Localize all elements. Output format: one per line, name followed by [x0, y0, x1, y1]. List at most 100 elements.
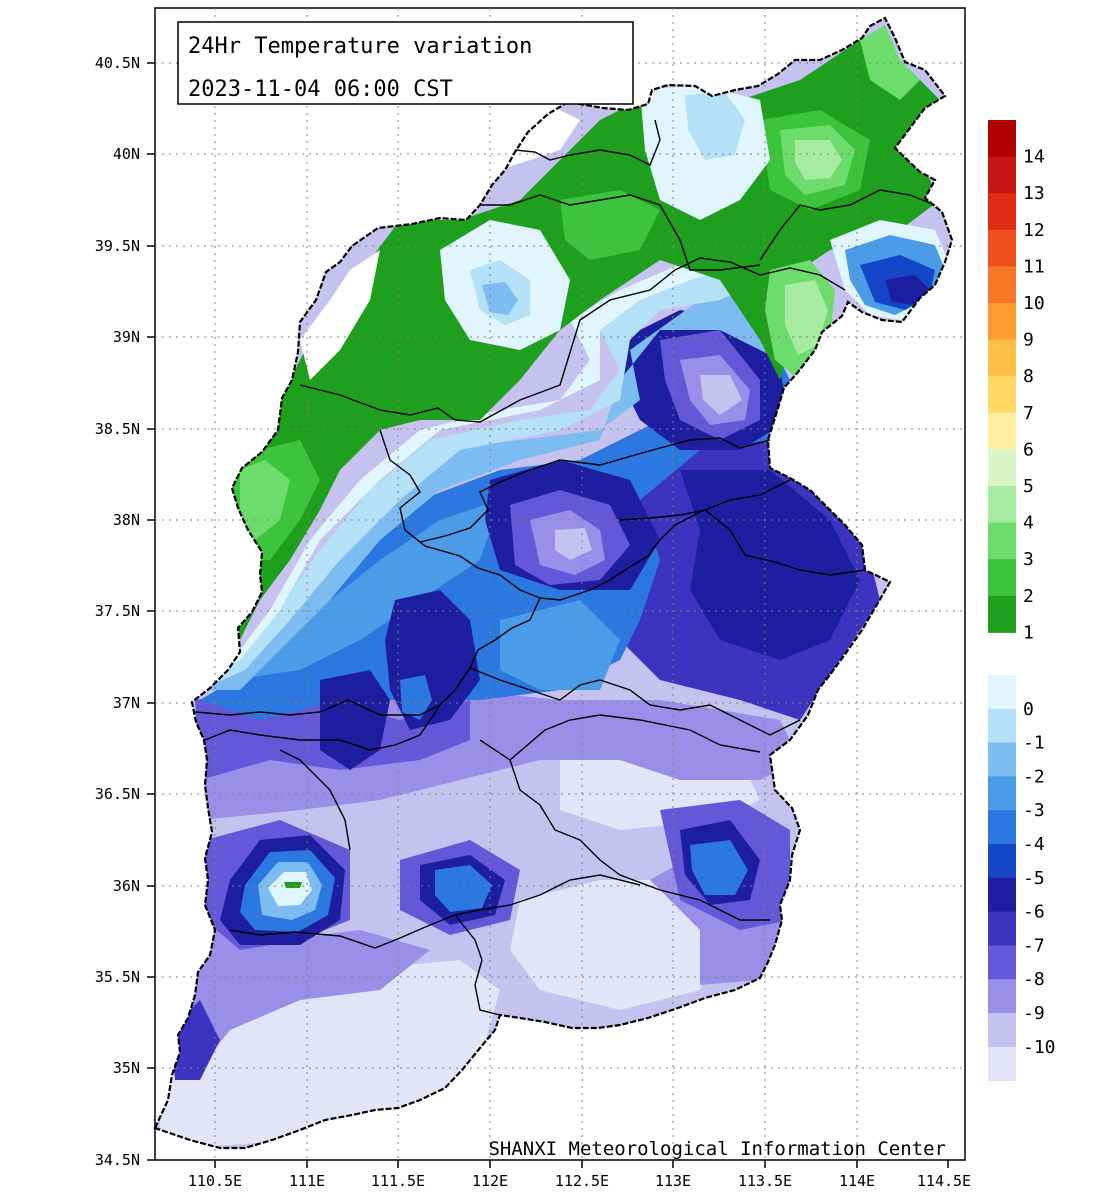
legend-warm-label: 9: [1023, 330, 1034, 351]
lon-label: 113.5E: [738, 1172, 792, 1190]
legend-cold-label: -9: [1023, 1003, 1045, 1024]
lat-label: 37N: [113, 694, 140, 712]
blue-core-southeast: [690, 840, 748, 895]
legend-warm-label: 14: [1023, 147, 1045, 168]
legend-warm-swatch: [988, 229, 1016, 267]
lat-label: 39.5N: [95, 237, 140, 255]
legend-cold-label: -8: [1023, 969, 1045, 990]
lon-label: 111E: [289, 1172, 325, 1190]
legend-warm-swatch: [988, 522, 1016, 560]
lat-label: 39N: [113, 328, 140, 346]
legend-cold-swatch: [988, 675, 1016, 710]
legend-cold-label: -3: [1023, 800, 1045, 821]
legend-warm-label: 5: [1023, 476, 1034, 497]
legend-cold-swatch: [988, 844, 1016, 879]
legend-warm-swatch: [988, 412, 1016, 450]
legend-warm-label: 3: [1023, 549, 1034, 570]
navy-east-core: [680, 470, 860, 660]
legend-warm-label: 4: [1023, 513, 1034, 534]
green-east-pale: [785, 280, 828, 355]
pale-blue-transition: [200, 270, 760, 690]
legend-cold-label: -6: [1023, 902, 1045, 923]
title-box: 24Hr Temperature variation 2023-11-04 06…: [177, 21, 634, 105]
legend-warm-label: 1: [1023, 622, 1034, 643]
lat-label: 36N: [113, 877, 140, 895]
blue-belt-light: [230, 500, 500, 680]
legend-cold-swatch: [988, 979, 1016, 1014]
lat-label: 40.5N: [95, 54, 140, 72]
lon-label: 114.5E: [917, 1172, 971, 1190]
legend-cold-label: -7: [1023, 935, 1045, 956]
legend-cold-scale: 0 -1 -2 -3 -4 -5 -6 -7 -8 -9 -10: [988, 675, 1056, 1082]
green-light-west: [240, 460, 290, 540]
lat-label: 35.5N: [95, 968, 140, 986]
blue-core-center: [400, 675, 432, 720]
legend-warm-swatch: [988, 595, 1016, 633]
legend-warm-swatch: [988, 156, 1016, 194]
lat-label: 36.5N: [95, 785, 140, 803]
legend-cold-label: -10: [1023, 1037, 1056, 1058]
ice-core-southwest: [268, 872, 312, 906]
lon-label: 110.5E: [188, 1172, 242, 1190]
pale-core-north: [555, 528, 592, 560]
legend-cold-label: -5: [1023, 868, 1045, 889]
lon-label: 112E: [472, 1172, 508, 1190]
lat-label: 38.5N: [95, 420, 140, 438]
axis-ticks: [147, 62, 949, 1168]
lat-label: 40N: [113, 145, 140, 163]
legend-warm-swatch: [988, 449, 1016, 487]
green-center-patch: [560, 190, 660, 260]
lat-label: 37.5N: [95, 602, 140, 620]
legend-warm-swatch: [988, 120, 1016, 158]
legend-cold-label: -1: [1023, 733, 1045, 754]
legend-warm-swatch: [988, 193, 1016, 231]
blue-core-hole-north: [482, 282, 518, 315]
legend-warm-swatch: [988, 559, 1016, 597]
legend-cold-swatch: [988, 810, 1016, 845]
lat-label: 34.5N: [95, 1151, 140, 1169]
lat-label: 35N: [113, 1059, 140, 1077]
legend-cold-swatch: [988, 776, 1016, 811]
city-boundaries: [194, 119, 936, 1016]
legend-warm-swatch: [988, 376, 1016, 414]
navy-lobe-west: [320, 670, 390, 770]
legend-warm-label: 8: [1023, 366, 1034, 387]
legend-cold-swatch: [988, 911, 1016, 946]
lon-label: 113E: [655, 1172, 691, 1190]
navy-corner-northeast: [885, 275, 930, 305]
legend-warm-label: 2: [1023, 586, 1034, 607]
map-timestamp: 2023-11-04 06:00 CST: [188, 77, 453, 102]
legend-cold-swatch: [988, 945, 1016, 980]
source-credit: SHANXI Meteorological Information Center: [488, 1138, 946, 1160]
legend-cold-swatch: [988, 1046, 1016, 1082]
blue-core-south: [435, 865, 492, 912]
legend-warm-label: 12: [1023, 220, 1045, 241]
longitude-labels: 110.5E 111E 111.5E 112E 112.5E 113E 113.…: [188, 1172, 971, 1190]
title-box-frame: [177, 21, 634, 105]
legend-cold-label: -4: [1023, 834, 1045, 855]
legend-warm-label: 7: [1023, 403, 1034, 424]
lon-label: 114E: [839, 1172, 875, 1190]
legend-warm-label: 11: [1023, 256, 1045, 277]
lon-label: 112.5E: [555, 1172, 609, 1190]
white-gap-west: [300, 250, 380, 380]
legend-warm-scale: 14 13 12 11 10 9 8 7 6 5 4 3 2 1: [988, 120, 1045, 643]
green-north-mass: [230, 40, 940, 640]
legend-cold-label: 0: [1023, 699, 1034, 720]
southwest-lavender: [170, 920, 430, 1080]
blue-hole-northeast: [685, 92, 745, 160]
blue-center-patch: [500, 600, 620, 690]
legend-cold-swatch: [988, 742, 1016, 777]
legend-warm-label: 10: [1023, 293, 1045, 314]
pale-core-northeast: [700, 375, 742, 415]
legend-cold-label: -2: [1023, 766, 1045, 787]
province-outline: [153, 16, 954, 1150]
legend-cold-swatch: [988, 708, 1016, 744]
green-speck-southwest: [284, 882, 302, 888]
legend-warm-swatch: [988, 266, 1016, 304]
map-title: 24Hr Temperature variation: [188, 34, 532, 59]
legend-warm-swatch: [988, 339, 1016, 377]
lat-label: 38N: [113, 511, 140, 529]
green-northeast-pale: [795, 140, 842, 180]
